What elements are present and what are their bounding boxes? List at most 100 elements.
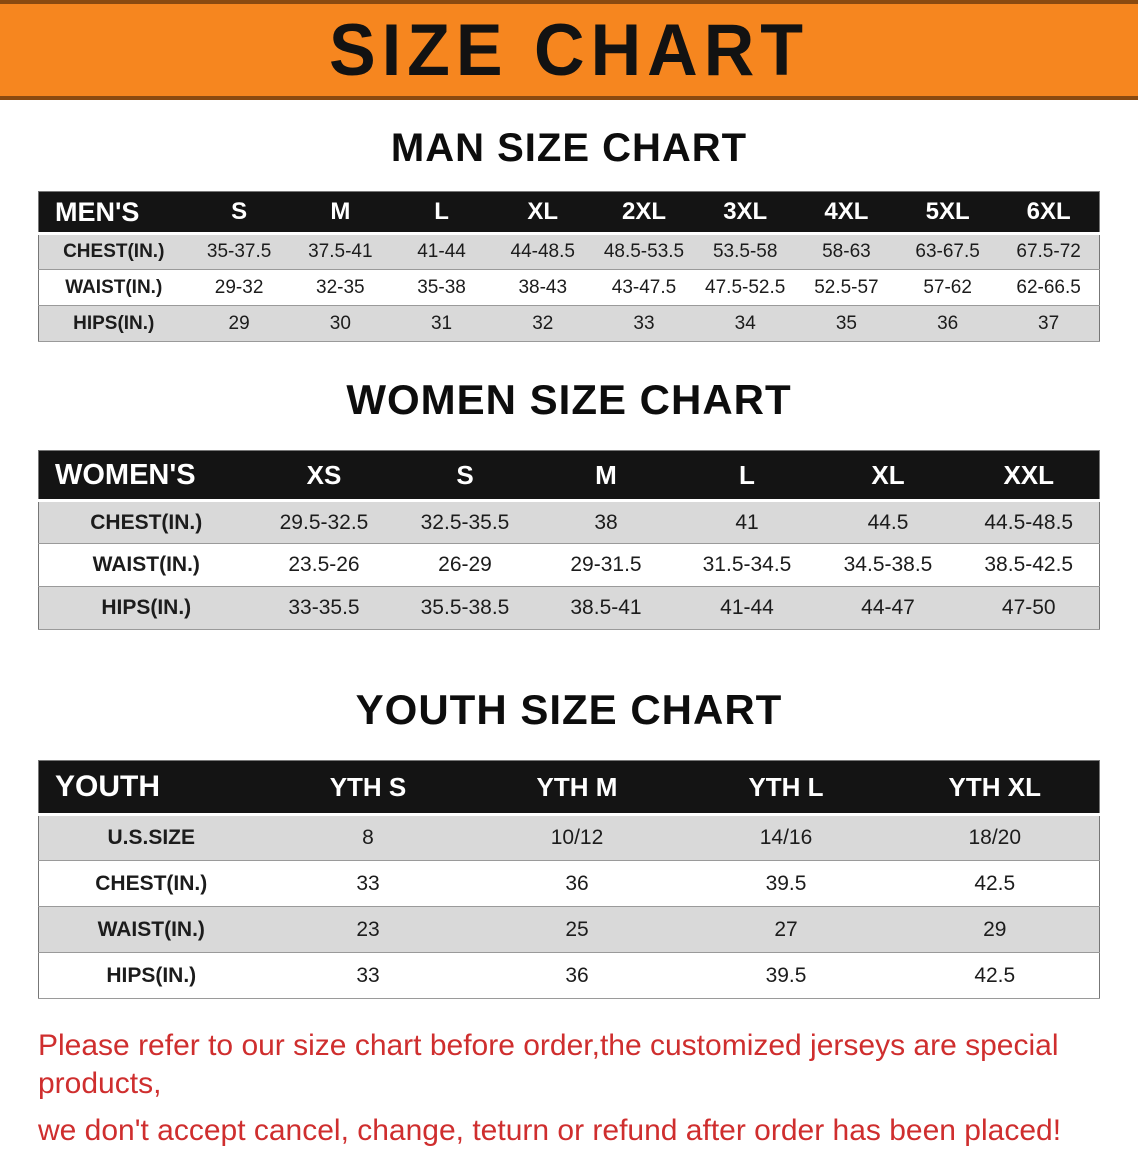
size-header-cell: M [535,450,677,502]
table-title-cell: YOUTH [38,760,264,816]
value-cell: 35-38 [390,269,493,306]
value-cell: 33 [593,305,695,342]
size-header-cell: 2XL [593,191,695,235]
value-cell: 47.5-52.5 [694,269,796,306]
value-cell: 32.5-35.5 [394,500,536,544]
value-cell: 53.5-58 [694,233,796,270]
value-cell: 29 [890,906,1100,953]
value-cell: 32 [492,305,594,342]
value-cell: 44.5 [817,500,959,544]
value-cell: 8 [263,814,473,861]
value-cell: 23.5-26 [253,543,395,587]
size-header-cell: YTH XL [890,760,1100,816]
disclaimer-note: Please refer to our size chart before or… [38,1027,1100,1150]
value-cell: 43-47.5 [593,269,695,306]
row-label-cell: CHEST(IN.) [38,860,264,907]
table-row: HIPS(IN.) 29 30 31 32 33 34 35 36 37 [38,305,1100,342]
youth-size-table: YOUTH YTH S YTH M YTH L YTH XL U.S.SIZE 8 10/12… [38,760,1100,999]
value-cell: 41 [676,500,818,544]
value-cell: 18/20 [890,814,1100,861]
value-cell: 44.5-48.5 [958,500,1100,544]
value-cell: 36 [897,305,999,342]
value-cell: 36 [472,860,682,907]
size-header-cell: M [289,191,391,235]
size-header-cell: 3XL [694,191,796,235]
value-cell: 63-67.5 [897,233,999,270]
table-row: CHEST(IN.) 29.5-32.5 32.5-35.5 38 41 44.5 44.5… [38,500,1100,544]
value-cell: 39.5 [681,952,891,999]
value-cell: 42.5 [890,952,1100,999]
value-cell: 37.5-41 [289,233,391,270]
table-header-row: YOUTH YTH S YTH M YTH L YTH XL [38,760,1100,816]
value-cell: 30 [289,305,391,342]
row-label-cell: CHEST(IN.) [38,500,254,544]
row-label-cell: WAIST(IN.) [38,543,254,587]
value-cell: 37 [998,305,1100,342]
men-section-heading: MAN SIZE CHART [390,126,748,170]
size-header-cell: YTH L [681,760,891,816]
table-row: WAIST(IN.) 23.5-26 26-29 29-31.5 31.5-34.5 34… [38,543,1100,587]
disclaimer-line-1: Please refer to our size chart before or… [38,1029,1059,1100]
value-cell: 35 [795,305,898,342]
value-cell: 39.5 [681,860,891,907]
value-cell: 33-35.5 [253,586,395,630]
size-header-cell: L [390,191,493,235]
table-row: CHEST(IN.) 35-37.5 37.5-41 41-44 44-48.5 48.5… [38,233,1100,270]
value-cell: 62-66.5 [998,269,1100,306]
size-header-cell: 5XL [897,191,999,235]
table-header-row: MEN'S S M L XL 2XL 3XL 4XL 5XL 6XL [38,191,1100,235]
row-label-cell: WAIST(IN.) [38,269,189,306]
women-size-chart-section: WOMEN SIZE CHART WOMEN'S XS S M L XL XXL CHEST(… [0,376,1138,630]
size-header-cell: S [394,450,536,502]
size-header-cell: XXL [958,450,1100,502]
value-cell: 41-44 [390,233,493,270]
value-cell: 48.5-53.5 [593,233,695,270]
table-row: U.S.SIZE 8 10/12 14/16 18/20 [38,814,1100,861]
table-row: CHEST(IN.) 33 36 39.5 42.5 [38,860,1100,907]
page-title: SIZE CHART [329,9,809,91]
table-row: HIPS(IN.) 33-35.5 35.5-38.5 38.5-41 41-44 44-… [38,586,1100,630]
value-cell: 41-44 [676,586,818,630]
row-label-cell: WAIST(IN.) [38,906,264,953]
value-cell: 14/16 [681,814,891,861]
women-size-table: WOMEN'S XS S M L XL XXL CHEST(IN.) 29.5-32.5 32.5… [38,450,1100,630]
value-cell: 34.5-38.5 [817,543,959,587]
value-cell: 52.5-57 [795,269,898,306]
youth-size-chart-section: YOUTH SIZE CHART YOUTH YTH S YTH M YTH L YTH… [0,686,1138,999]
value-cell: 36 [472,952,682,999]
value-cell: 35-37.5 [188,233,290,270]
men-size-table-wrap: MEN'S S M L XL 2XL 3XL 4XL 5XL 6XL CHEST(IN.) 35-37… [38,191,1100,342]
value-cell: 47-50 [958,586,1100,630]
table-row: WAIST(IN.) 29-32 32-35 35-38 38-43 43-47.5 47.… [38,269,1100,306]
value-cell: 29-32 [188,269,290,306]
value-cell: 44-48.5 [492,233,594,270]
value-cell: 10/12 [472,814,682,861]
value-cell: 29 [188,305,290,342]
size-header-cell: XL [817,450,959,502]
disclaimer-line-2: we don't accept cancel, change, teturn o… [38,1114,1062,1147]
row-label-cell: U.S.SIZE [38,814,264,861]
value-cell: 32-35 [289,269,391,306]
value-cell: 27 [681,906,891,953]
youth-size-table-wrap: YOUTH YTH S YTH M YTH L YTH XL U.S.SIZE 8 10/12… [38,760,1100,999]
size-header-cell: YTH M [472,760,682,816]
size-header-cell: 6XL [998,191,1100,235]
size-header-cell: S [188,191,290,235]
value-cell: 34 [694,305,796,342]
value-cell: 38.5-41 [535,586,677,630]
value-cell: 33 [263,860,473,907]
table-row: HIPS(IN.) 33 36 39.5 42.5 [38,952,1100,999]
value-cell: 35.5-38.5 [394,586,536,630]
value-cell: 23 [263,906,473,953]
value-cell: 57-62 [897,269,999,306]
table-title-cell: MEN'S [38,191,189,235]
row-label-cell: HIPS(IN.) [38,952,264,999]
value-cell: 38 [535,500,677,544]
size-header-cell: L [676,450,818,502]
value-cell: 25 [472,906,682,953]
size-header-cell: XS [253,450,395,502]
value-cell: 38-43 [492,269,594,306]
men-size-table: MEN'S S M L XL 2XL 3XL 4XL 5XL 6XL CHEST(IN.) 35-37… [38,191,1100,342]
value-cell: 38.5-42.5 [958,543,1100,587]
